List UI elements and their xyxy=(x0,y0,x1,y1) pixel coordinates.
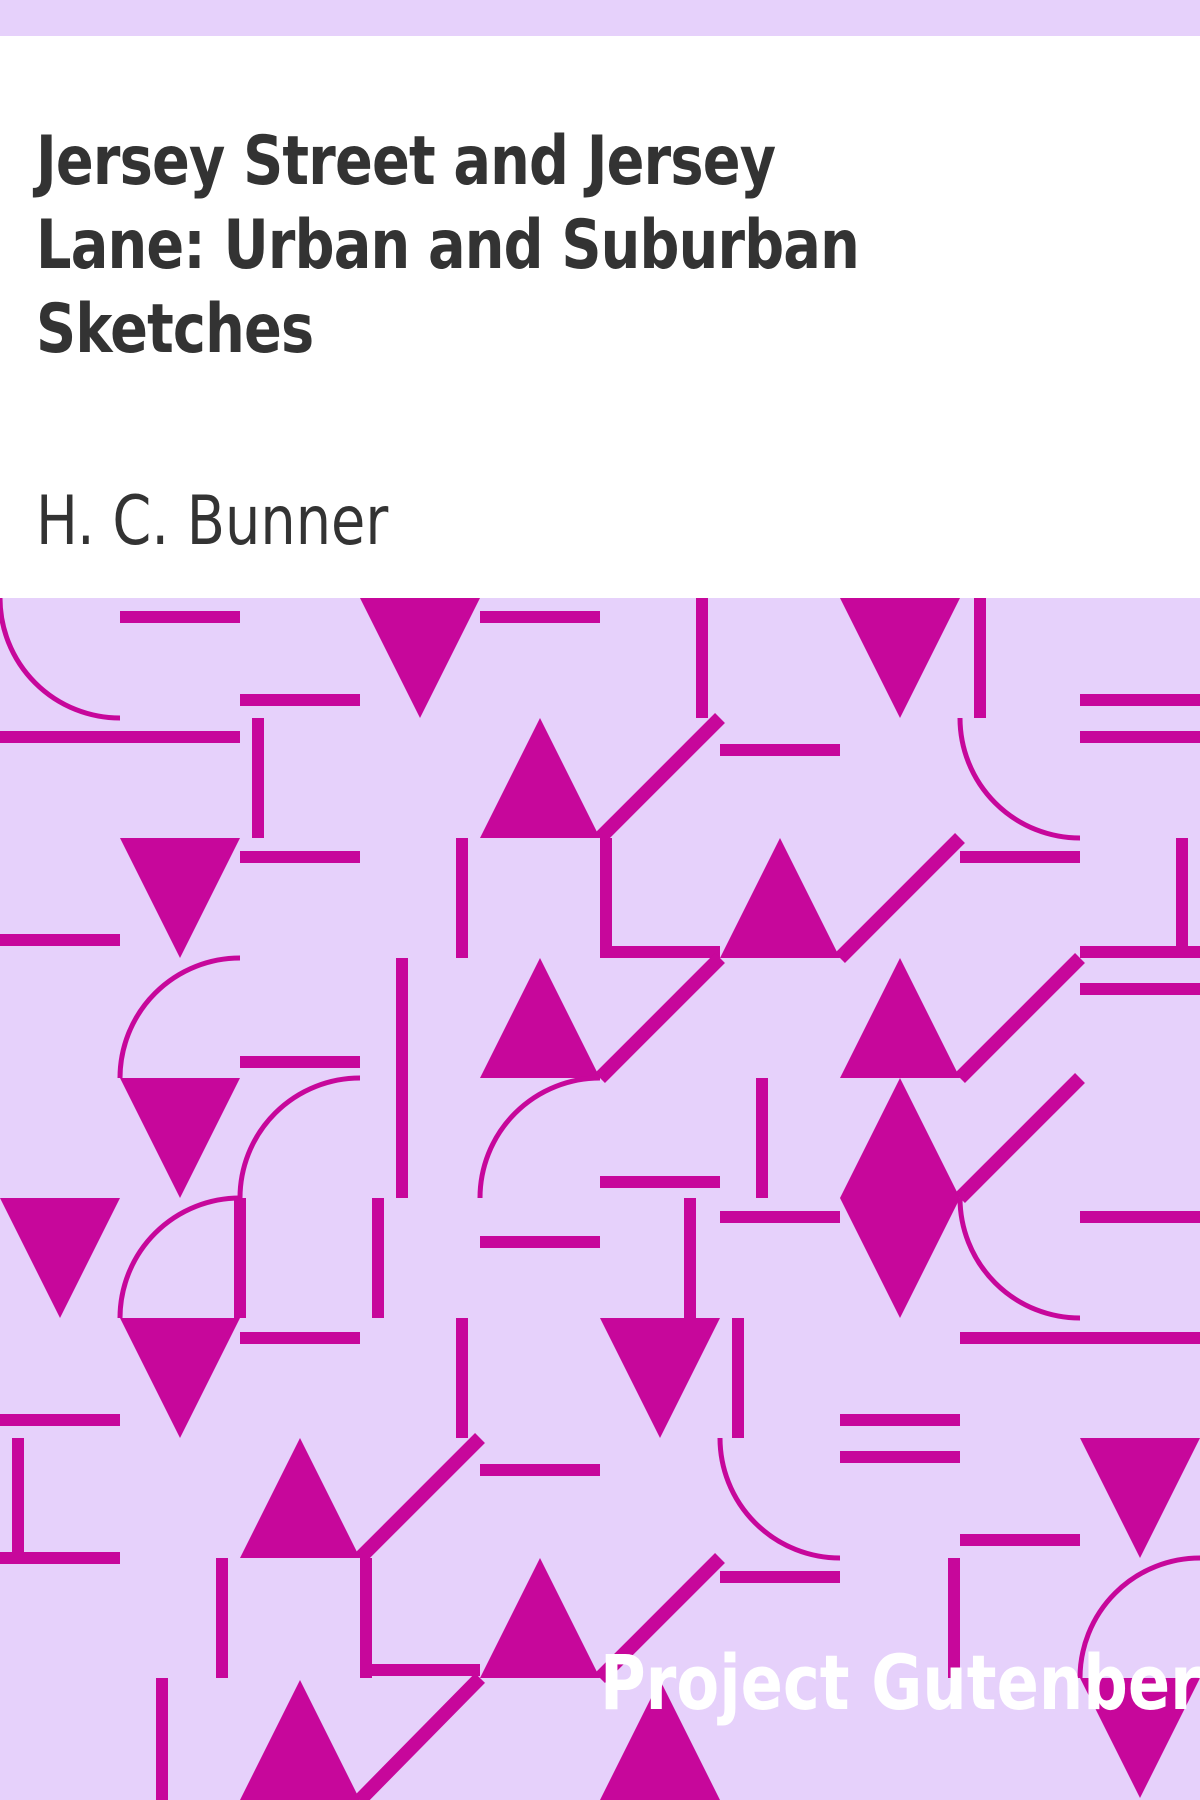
pattern-triangle xyxy=(240,1438,360,1558)
pattern-triangle xyxy=(480,1558,600,1678)
pattern-arc xyxy=(1077,1555,1200,1679)
pattern-triangle xyxy=(0,1198,120,1318)
pattern-bar xyxy=(960,1332,1200,1344)
publisher-mark: Project Gutenberg xyxy=(600,1638,1200,1727)
pattern-bar xyxy=(0,934,120,946)
book-title: Jersey Street and Jersey Lane: Urban and… xyxy=(36,122,860,369)
pattern-bar xyxy=(1080,694,1200,706)
pattern-bar xyxy=(360,1558,372,1678)
pattern-diagonal xyxy=(955,953,1085,1083)
pattern-diagonal xyxy=(355,1673,485,1800)
pattern-bar xyxy=(234,1198,246,1318)
pattern-bar xyxy=(0,1552,120,1564)
pattern-bar xyxy=(366,1664,480,1676)
top-strip xyxy=(0,0,1200,36)
pattern-bar xyxy=(696,598,708,718)
pattern-bar xyxy=(720,1211,840,1223)
pattern-bar xyxy=(396,958,408,1198)
pattern-triangle xyxy=(240,1680,360,1800)
pattern-bar xyxy=(600,838,612,958)
pattern-bar xyxy=(456,1318,468,1438)
pattern-arc xyxy=(0,598,121,721)
pattern-bar xyxy=(948,1558,960,1678)
pattern-bar xyxy=(0,731,240,743)
pattern-triangle xyxy=(840,598,960,718)
pattern-arc xyxy=(957,717,1081,841)
geometric-pattern xyxy=(0,598,1200,1800)
pattern-bar xyxy=(840,1414,960,1426)
pattern-diagonal xyxy=(595,953,725,1083)
pattern-bar xyxy=(960,1534,1080,1546)
pattern-arc xyxy=(957,1197,1081,1321)
title-panel: Jersey Street and Jersey Lane: Urban and… xyxy=(0,36,1200,598)
pattern-bar xyxy=(480,1236,600,1248)
book-author: H. C. Bunner xyxy=(36,482,389,561)
pattern-diagonal xyxy=(595,1553,725,1683)
pattern-bar xyxy=(1176,838,1188,958)
pattern-bar xyxy=(216,1558,228,1678)
pattern-bar xyxy=(1080,731,1200,743)
pattern-bar xyxy=(1080,1211,1200,1223)
pattern-bar xyxy=(240,1056,360,1068)
pattern-triangle xyxy=(480,718,600,838)
pattern-bar xyxy=(1080,946,1200,958)
pattern-triangle xyxy=(840,1078,960,1198)
pattern-triangle xyxy=(120,1318,240,1438)
pattern-bar xyxy=(156,1678,168,1800)
pattern-diagonal xyxy=(355,1433,485,1563)
pattern-triangle xyxy=(1080,1438,1200,1558)
pattern-triangle xyxy=(720,838,840,958)
pattern-bar xyxy=(720,1571,840,1583)
pattern-triangle xyxy=(360,598,480,718)
pattern-triangle xyxy=(600,1680,720,1800)
pattern-bar xyxy=(480,1464,600,1476)
pattern-triangle xyxy=(480,958,600,1078)
pattern-bar xyxy=(606,946,720,958)
pattern-triangle xyxy=(840,1198,960,1318)
pattern-bar xyxy=(120,611,240,623)
pattern-bar xyxy=(960,851,1080,863)
pattern-bar xyxy=(1080,983,1200,995)
pattern-bar xyxy=(600,1176,720,1188)
pattern-bar xyxy=(372,1198,384,1318)
pattern-triangle xyxy=(120,1078,240,1198)
pattern-diagonal xyxy=(955,1073,1085,1203)
pattern-bar xyxy=(12,1438,24,1558)
pattern-bar xyxy=(974,598,986,718)
pattern-bar xyxy=(480,611,600,623)
pattern-bar xyxy=(240,851,360,863)
pattern-bar xyxy=(240,1332,360,1344)
pattern-arc xyxy=(117,955,241,1079)
pattern-diagonal xyxy=(835,833,965,963)
pattern-diagonal xyxy=(595,713,725,843)
pattern-bar xyxy=(840,1451,960,1463)
pattern-bar xyxy=(756,1078,768,1198)
pattern-arc xyxy=(717,1437,841,1561)
pattern-arc xyxy=(117,1195,241,1319)
pattern-triangle xyxy=(600,1318,720,1438)
pattern-arc xyxy=(237,1075,361,1199)
pattern-triangle xyxy=(120,838,240,958)
pattern-bar xyxy=(240,694,360,706)
pattern-triangle xyxy=(840,958,960,1078)
pattern-bar xyxy=(684,1198,696,1318)
pattern-triangle xyxy=(1080,1678,1200,1798)
pattern-bar xyxy=(252,718,264,838)
pattern-bar xyxy=(732,1318,744,1438)
pattern-bar xyxy=(456,838,468,958)
pattern-bar xyxy=(720,744,840,756)
pattern-bar xyxy=(0,1414,120,1426)
pattern-arc xyxy=(477,1075,601,1199)
